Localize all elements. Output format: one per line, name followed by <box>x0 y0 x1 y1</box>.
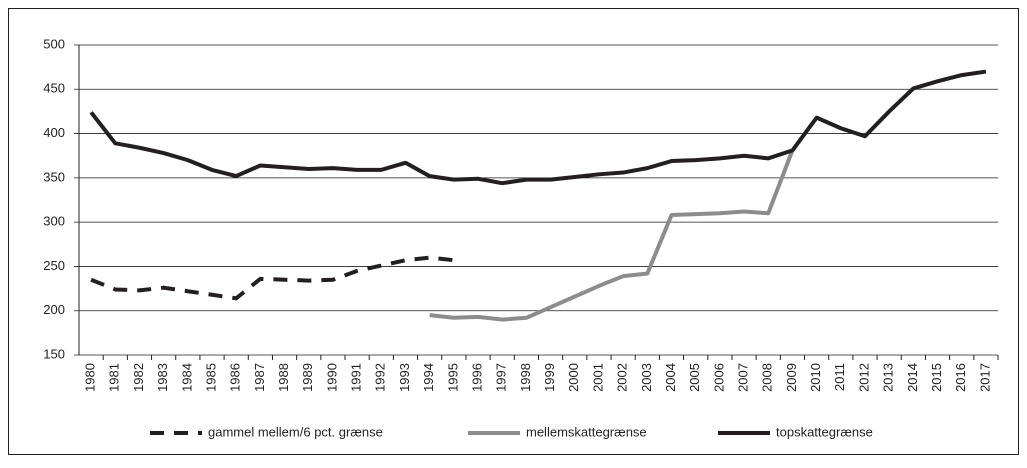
x-tick-label: 1992 <box>373 363 388 392</box>
x-tick-label: 1998 <box>518 363 533 392</box>
x-tick-label: 2014 <box>905 363 920 392</box>
legend-label: gammel mellem/6 pct. grænse <box>208 424 383 439</box>
x-tick-label: 2001 <box>590 363 605 392</box>
x-tick-label: 1995 <box>445 363 460 392</box>
x-tick-label: 1994 <box>421 363 436 392</box>
x-tick-label: 1982 <box>131 363 146 392</box>
x-tick-label: 2012 <box>856 363 871 392</box>
x-tick-label: 2006 <box>711 363 726 392</box>
y-tick-label: 450 <box>43 81 65 96</box>
x-tick-label: 2008 <box>760 363 775 392</box>
x-tick-label: 2003 <box>639 363 654 392</box>
y-tick-label: 250 <box>43 258 65 273</box>
series-line <box>90 255 455 301</box>
y-tick-label: 300 <box>43 214 65 229</box>
x-tick-label: 1991 <box>349 363 364 392</box>
x-tick-label: 1987 <box>252 363 267 392</box>
x-tick-label: 1985 <box>203 363 218 392</box>
x-tick-label: 1980 <box>83 363 98 392</box>
x-tick-label: 2015 <box>929 363 944 392</box>
x-tick-label: 1984 <box>179 363 194 392</box>
x-tick-label: 1981 <box>107 363 122 392</box>
series-line <box>429 149 795 322</box>
x-tick-label: 2011 <box>832 363 847 391</box>
x-tick-label: 1988 <box>276 363 291 392</box>
x-tick-label: 2002 <box>615 363 630 392</box>
y-tick-label: 200 <box>43 302 65 317</box>
x-tick-label: 2004 <box>663 363 678 392</box>
x-tick-label: 1999 <box>542 363 557 392</box>
x-tick-label: 1983 <box>155 363 170 392</box>
y-tick-label: 400 <box>43 125 65 140</box>
x-tick-label: 1986 <box>228 363 243 392</box>
x-tick-label: 1989 <box>300 363 315 392</box>
x-tick-label: 2007 <box>736 363 751 392</box>
x-tick-label: 2016 <box>953 363 968 392</box>
x-tick-label: 2013 <box>881 363 896 392</box>
x-tick-label: 2010 <box>808 363 823 392</box>
y-tick-label: 350 <box>43 169 65 184</box>
x-tick-label: 1996 <box>469 363 484 392</box>
x-tick-label: 1997 <box>494 363 509 392</box>
y-tick-label: 500 <box>43 36 65 51</box>
x-tick-label: 2017 <box>977 363 992 392</box>
x-tick-label: 1990 <box>324 363 339 392</box>
x-tick-label: 1993 <box>397 363 412 392</box>
x-tick-label: 2005 <box>687 363 702 392</box>
chart-frame <box>8 8 1019 455</box>
legend-label: topskattegrænse <box>776 424 873 439</box>
x-tick-label: 2000 <box>566 363 581 392</box>
legend-label: mellemskattegrænse <box>526 424 647 439</box>
x-tick-label: 2009 <box>784 363 799 392</box>
y-tick-label: 150 <box>43 346 65 361</box>
series-line <box>89 69 987 186</box>
